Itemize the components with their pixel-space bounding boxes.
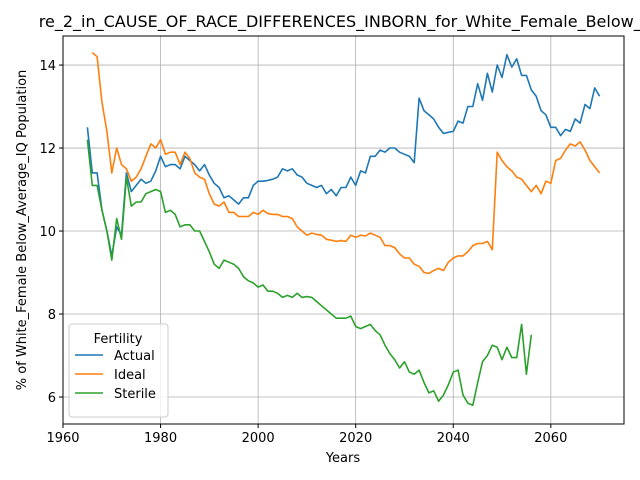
x-axis-label: Years (325, 451, 361, 466)
x-tick-label: 2020 (339, 431, 372, 446)
y-tick-label: 6 (48, 391, 56, 406)
x-tick-label: 2060 (534, 431, 567, 446)
series-line-actual (86, 53, 601, 257)
legend-entry-sterile: Sterile (114, 387, 156, 402)
series-line-sterile (86, 139, 533, 407)
x-axis: 1960 1980 2000 2020 2040 2060 (46, 424, 567, 446)
x-tick-label: 2000 (242, 431, 275, 446)
y-axis: 6 8 10 12 14 (39, 59, 63, 406)
x-tick-label: 1960 (46, 431, 79, 446)
legend-entry-ideal: Ideal (114, 368, 146, 383)
grid (62, 36, 624, 424)
chart-title: re_2_in_CAUSE_OF_RACE_DIFFERENCES_INBORN… (39, 12, 640, 32)
plot-area (86, 51, 601, 407)
series-line-ideal (91, 51, 601, 275)
y-axis-label: % of White_Female Below_Average_IQ Popul… (15, 70, 30, 391)
legend-entry-actual: Actual (114, 349, 155, 364)
y-tick-label: 10 (39, 225, 56, 240)
y-tick-label: 8 (48, 308, 56, 323)
y-tick-label: 14 (39, 59, 56, 74)
axes-frame (62, 35, 625, 425)
legend-title: Fertility (94, 332, 143, 347)
y-tick-label: 12 (39, 142, 56, 157)
legend: Fertility Actual Ideal Sterile (68, 323, 169, 418)
x-tick-label: 2040 (437, 431, 470, 446)
x-tick-label: 1980 (144, 431, 177, 446)
